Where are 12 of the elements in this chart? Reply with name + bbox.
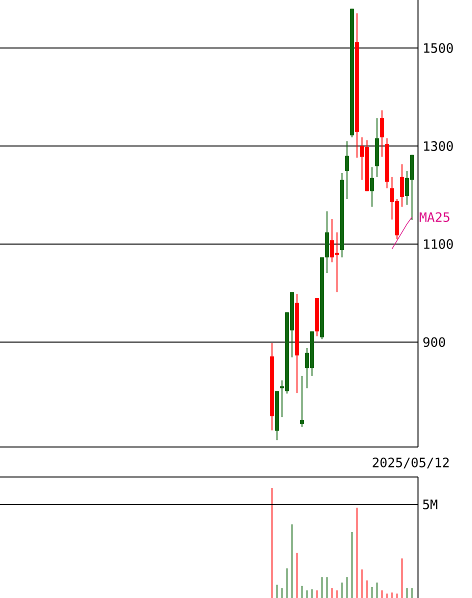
y-tick-label: 1300 bbox=[424, 141, 453, 151]
candlestick bbox=[400, 164, 404, 208]
ref-line-label: 5M bbox=[423, 500, 438, 510]
candlestick bbox=[345, 140, 349, 200]
y-tick-label: 900 bbox=[423, 337, 446, 348]
candlestick bbox=[380, 110, 384, 158]
y-tick-label: 1100 bbox=[424, 239, 453, 249]
text: 2025/05/12 bbox=[372, 458, 449, 468]
y-tick-label: 1500 bbox=[424, 43, 453, 53]
candlestick bbox=[300, 375, 304, 428]
series-label: MA25 bbox=[420, 212, 450, 222]
candlestick bbox=[370, 166, 374, 208]
